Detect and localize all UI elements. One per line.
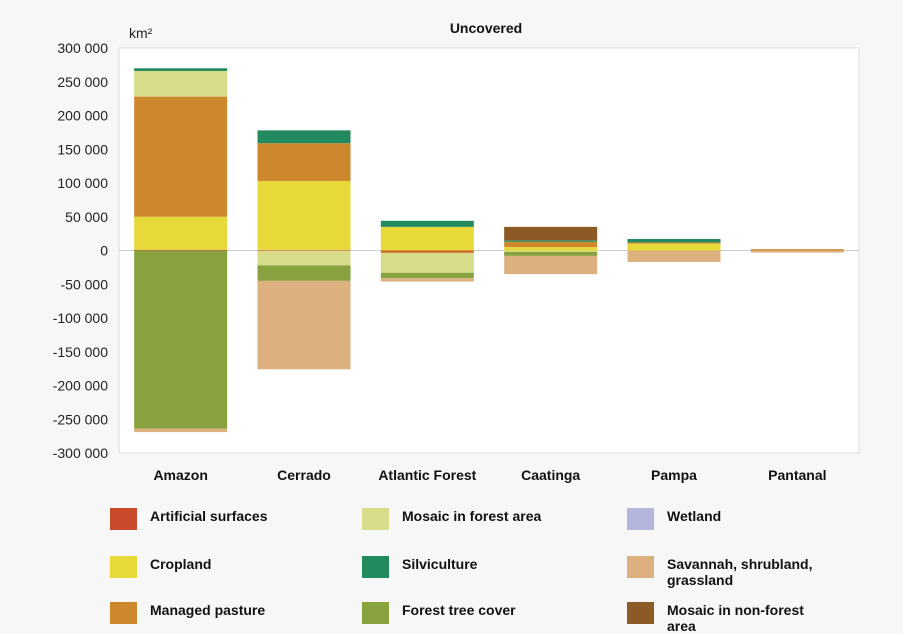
- legend-item: Managed pasture: [110, 602, 265, 624]
- bar-segment: [134, 68, 228, 71]
- legend-swatch: [627, 508, 654, 530]
- bars: [134, 68, 844, 433]
- bar-segment: [627, 250, 721, 262]
- bar-segment: [504, 226, 598, 241]
- bar-segment: [257, 143, 351, 181]
- bar-segment: [134, 96, 228, 217]
- bar-segment: [504, 250, 598, 252]
- y-tick-label: -50 000: [61, 276, 109, 292]
- legend-item: Wetland: [627, 508, 721, 530]
- bar-segment: [380, 253, 474, 273]
- y-tick-label: 200 000: [57, 108, 108, 124]
- y-tick-label: 100 000: [57, 175, 108, 191]
- bar-segment: [750, 249, 844, 251]
- bar-segment: [257, 280, 351, 370]
- legend-item: Mosaic in non-forest area: [627, 602, 817, 634]
- x-category-label: Caatinga: [521, 467, 580, 483]
- bar-segment: [504, 251, 598, 256]
- legend-label: Forest tree cover: [402, 602, 516, 618]
- legend-label: Managed pasture: [150, 602, 266, 618]
- legend-swatch: [110, 508, 137, 530]
- y-tick-label: -300 000: [53, 445, 108, 461]
- bar-segment: [134, 216, 228, 250]
- bar-segment: [134, 250, 228, 429]
- legend-swatch: [362, 508, 389, 530]
- legend-item: Artificial surfaces: [110, 508, 268, 530]
- legend-label: Artificial surfaces: [150, 508, 268, 524]
- x-category-label: Cerrado: [277, 467, 331, 483]
- x-axis-categories: Amazon Cerrado Atlantic Forest Caatinga Pamp…: [153, 467, 826, 483]
- legend-item: Savannah, shrubland, grassland: [627, 556, 817, 588]
- legend-label: Mosaic in non-forest area: [667, 602, 804, 634]
- legend-item: Cropland: [110, 556, 211, 578]
- legend-swatch: [627, 602, 654, 624]
- legend-label: Wetland: [667, 508, 722, 524]
- legend-swatch: [362, 556, 389, 578]
- bar-segment: [627, 243, 721, 251]
- bar-segment: [380, 220, 474, 227]
- bar-segment: [134, 70, 228, 97]
- x-category-label: Atlantic Forest: [378, 467, 476, 483]
- legend-label: Savannah, shrubland, grassland: [667, 556, 813, 588]
- y-tick-label: -250 000: [53, 411, 108, 427]
- bar-segment: [504, 240, 598, 242]
- legend-swatch: [627, 556, 654, 578]
- y-tick-label: 300 000: [57, 40, 108, 56]
- bar-segment: [380, 226, 474, 251]
- legend-label: Mosaic in forest area: [402, 508, 542, 524]
- bar-segment: [380, 272, 474, 279]
- bar-segment: [380, 278, 474, 282]
- bar-segment: [257, 249, 351, 251]
- bar-segment: [627, 242, 721, 244]
- bar-segment: [750, 250, 844, 253]
- bar-segment: [380, 251, 474, 254]
- legend-item: Forest tree cover: [362, 602, 516, 624]
- y-tick-label: -100 000: [53, 310, 108, 326]
- bar-segment: [380, 250, 474, 252]
- legend-item: Silviculture: [362, 556, 477, 578]
- y-tick-label: 50 000: [65, 209, 108, 225]
- y-axis-ticks: 300 000 250 000 200 000 150 000 100 000 50 00…: [53, 40, 108, 461]
- x-category-label: Pantanal: [768, 467, 826, 483]
- bar-segment: [134, 249, 228, 251]
- legend-swatch: [110, 602, 137, 624]
- bar-segment: [257, 130, 351, 144]
- y-tick-label: 150 000: [57, 141, 108, 157]
- bar-segment: [257, 265, 351, 281]
- x-category-label: Pampa: [651, 467, 697, 483]
- legend-item: Mosaic in forest area: [362, 508, 541, 530]
- y-tick-label: -200 000: [53, 378, 108, 394]
- bar-segment: [504, 241, 598, 248]
- bar-segment: [627, 239, 721, 243]
- x-category-label: Amazon: [153, 467, 207, 483]
- bar-segment: [134, 428, 228, 433]
- bar-segment: [257, 180, 351, 250]
- legend-label: Cropland: [150, 556, 212, 572]
- y-tick-label: 0: [100, 243, 108, 259]
- chart-title: Uncovered: [450, 20, 522, 36]
- legend-swatch: [110, 556, 137, 578]
- bar-segment: [504, 255, 598, 275]
- y-tick-label: 250 000: [57, 74, 108, 90]
- bar-segment: [257, 250, 351, 266]
- bar-segment: [504, 247, 598, 251]
- legend-swatch: [362, 602, 389, 624]
- legend-label: Silviculture: [402, 556, 478, 572]
- y-tick-label: -150 000: [53, 344, 108, 360]
- y-axis-unit: km²: [129, 25, 153, 41]
